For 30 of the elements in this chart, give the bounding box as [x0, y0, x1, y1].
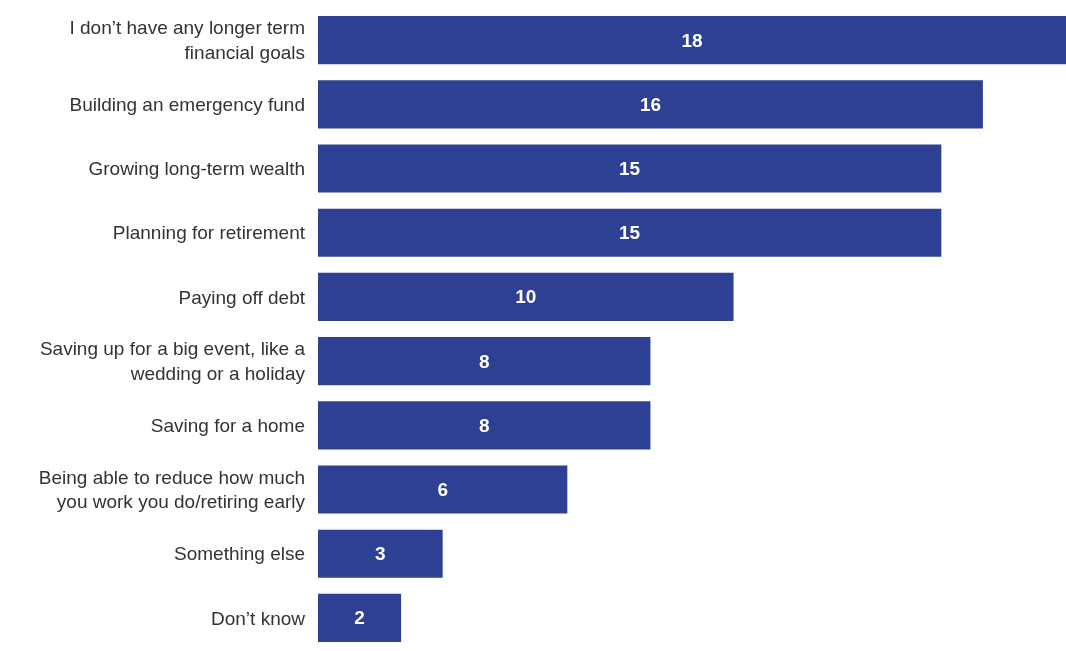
- bar: [318, 593, 402, 642]
- y-tick-label: Saving up for a big event, like a wedding or a holiday: [39, 338, 306, 385]
- data-label: 16: [639, 93, 662, 115]
- y-tick-label: Something else: [174, 543, 305, 565]
- data-label: 2: [354, 607, 365, 629]
- y-tick-label: Building an emergency fund: [69, 93, 305, 115]
- data-label: 8: [478, 350, 490, 372]
- data-label: 15: [618, 222, 641, 244]
- bar: [318, 401, 651, 450]
- data-label: 10: [515, 286, 537, 308]
- bar: [318, 80, 983, 129]
- bar: [318, 337, 651, 386]
- y-tick-label: Growing long-term wealth: [88, 158, 305, 180]
- data-label: 3: [375, 543, 386, 565]
- y-tick-label: Being able to reduce how much you work you do/retiring early: [38, 466, 306, 513]
- data-label: 15: [618, 158, 641, 180]
- data-label: 6: [437, 479, 448, 501]
- bar: [318, 144, 942, 193]
- bar: [318, 529, 443, 578]
- bar: [318, 16, 1066, 65]
- bar: [318, 272, 734, 321]
- y-tick-label: Paying off debt: [178, 286, 306, 308]
- y-tick-label: I don’t have any longer term financial goals: [69, 17, 305, 64]
- data-label: 8: [478, 414, 490, 436]
- y-tick-label: Saving for a home: [150, 414, 305, 436]
- bar: [318, 465, 568, 514]
- y-tick-label: Don’t know: [211, 607, 306, 629]
- data-label: 18: [681, 29, 703, 51]
- y-tick-label: Planning for retirement: [112, 222, 306, 244]
- bar: [318, 208, 942, 257]
